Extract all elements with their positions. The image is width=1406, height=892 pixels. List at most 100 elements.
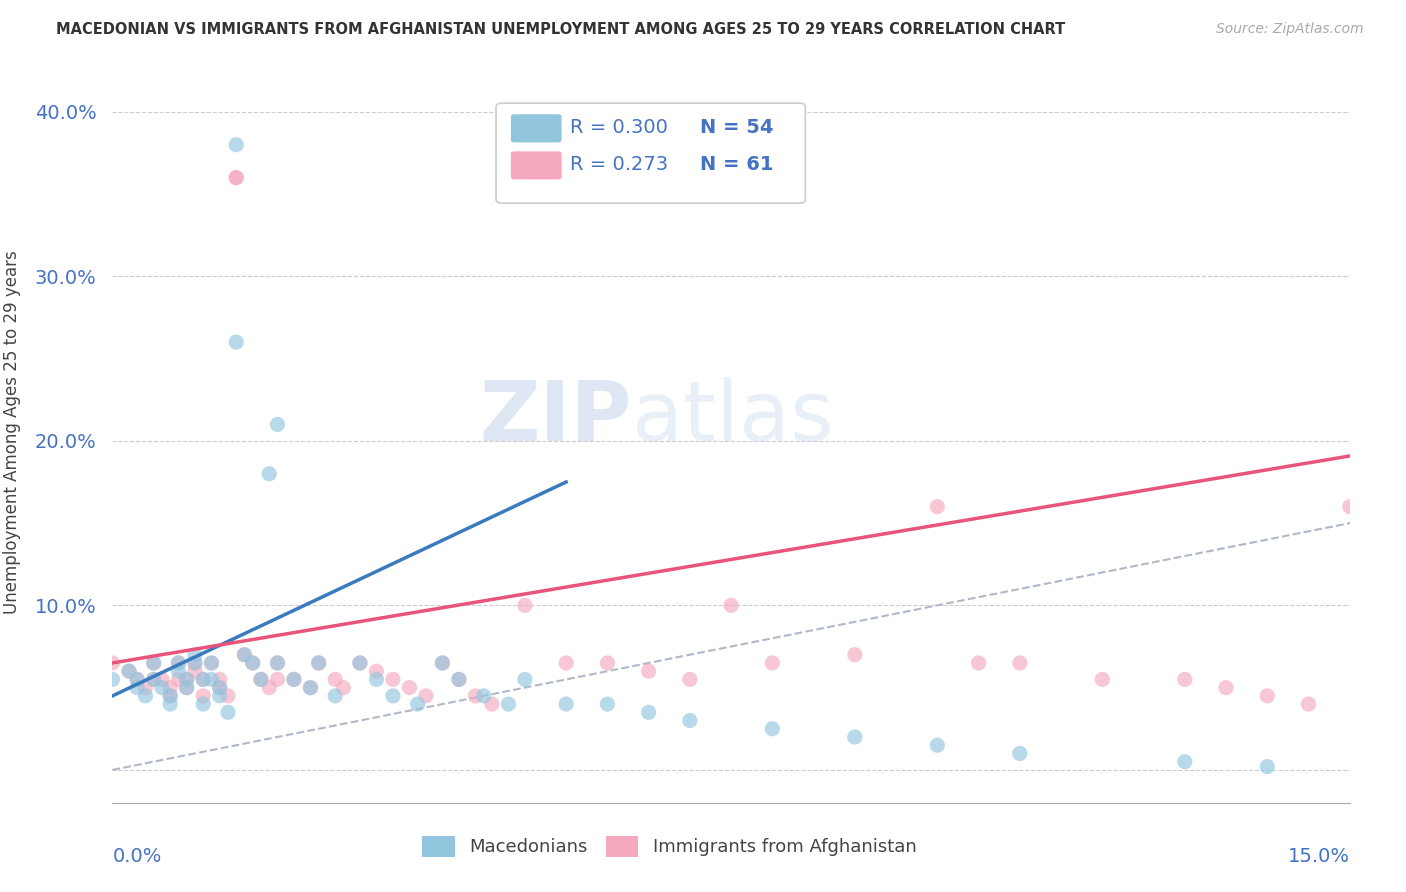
Point: [142, 673, 165, 687]
Point: [381, 673, 404, 687]
Point: [283, 673, 305, 687]
Point: [184, 648, 207, 662]
Point: [1339, 500, 1361, 514]
Point: [308, 656, 330, 670]
Point: [927, 738, 949, 752]
Point: [844, 730, 866, 744]
Point: [513, 599, 536, 613]
Point: [167, 673, 190, 687]
Point: [150, 673, 173, 687]
Point: [447, 673, 470, 687]
Point: [176, 673, 198, 687]
Point: [150, 681, 173, 695]
Point: [193, 697, 215, 711]
Point: [127, 673, 149, 687]
Point: [217, 706, 239, 720]
Point: [323, 689, 346, 703]
Point: [308, 656, 330, 670]
Point: [101, 673, 124, 687]
Point: [447, 673, 470, 687]
Point: [193, 689, 215, 703]
Point: [283, 673, 305, 687]
Point: [637, 706, 659, 720]
Point: [366, 673, 388, 687]
Point: [118, 664, 141, 678]
Point: [323, 673, 346, 687]
Point: [596, 656, 619, 670]
FancyBboxPatch shape: [496, 103, 806, 203]
Point: [142, 656, 165, 670]
Point: [208, 689, 231, 703]
Point: [127, 673, 149, 687]
Point: [208, 681, 231, 695]
Point: [513, 673, 536, 687]
Point: [498, 697, 520, 711]
Point: [250, 673, 273, 687]
Point: [200, 656, 222, 670]
Point: [233, 648, 256, 662]
Point: [200, 673, 222, 687]
Point: [844, 648, 866, 662]
Point: [415, 689, 437, 703]
Point: [118, 664, 141, 678]
Point: [266, 656, 288, 670]
Point: [176, 681, 198, 695]
Point: [472, 689, 495, 703]
Point: [464, 689, 486, 703]
Point: [233, 648, 256, 662]
Point: [1379, 697, 1402, 711]
Point: [332, 681, 354, 695]
Point: [127, 681, 149, 695]
Point: [225, 170, 247, 185]
Point: [299, 681, 322, 695]
Y-axis label: Unemployment Among Ages 25 to 29 years: Unemployment Among Ages 25 to 29 years: [3, 251, 21, 615]
Point: [555, 697, 578, 711]
Point: [761, 722, 783, 736]
Point: [366, 664, 388, 678]
Point: [167, 656, 190, 670]
Point: [257, 467, 280, 481]
Point: [349, 656, 371, 670]
Point: [142, 673, 165, 687]
Point: [481, 697, 503, 711]
Point: [266, 673, 288, 687]
Point: [432, 656, 454, 670]
Point: [167, 664, 190, 678]
Point: [225, 170, 247, 185]
Text: N = 61: N = 61: [700, 155, 773, 174]
Point: [134, 681, 156, 695]
Point: [257, 681, 280, 695]
Point: [159, 689, 181, 703]
Point: [184, 664, 207, 678]
Point: [184, 656, 207, 670]
Point: [1174, 673, 1197, 687]
Point: [679, 714, 702, 728]
Point: [1298, 697, 1320, 711]
Point: [1256, 759, 1278, 773]
Point: [159, 689, 181, 703]
Point: [176, 673, 198, 687]
Point: [184, 656, 207, 670]
Point: [208, 681, 231, 695]
Point: [200, 656, 222, 670]
FancyBboxPatch shape: [510, 114, 561, 143]
Point: [1256, 689, 1278, 703]
Text: atlas: atlas: [633, 377, 834, 458]
Point: [596, 697, 619, 711]
Point: [637, 664, 659, 678]
Point: [1008, 747, 1031, 761]
Text: R = 0.300: R = 0.300: [571, 118, 668, 137]
Point: [159, 681, 181, 695]
Point: [242, 656, 264, 670]
Text: MACEDONIAN VS IMMIGRANTS FROM AFGHANISTAN UNEMPLOYMENT AMONG AGES 25 TO 29 YEARS: MACEDONIAN VS IMMIGRANTS FROM AFGHANISTA…: [56, 22, 1066, 37]
Point: [299, 681, 322, 695]
Text: R = 0.273: R = 0.273: [571, 155, 668, 174]
Point: [1215, 681, 1237, 695]
Point: [101, 656, 124, 670]
Point: [176, 681, 198, 695]
Point: [167, 656, 190, 670]
Point: [208, 673, 231, 687]
Point: [967, 656, 990, 670]
Point: [217, 689, 239, 703]
Point: [432, 656, 454, 670]
